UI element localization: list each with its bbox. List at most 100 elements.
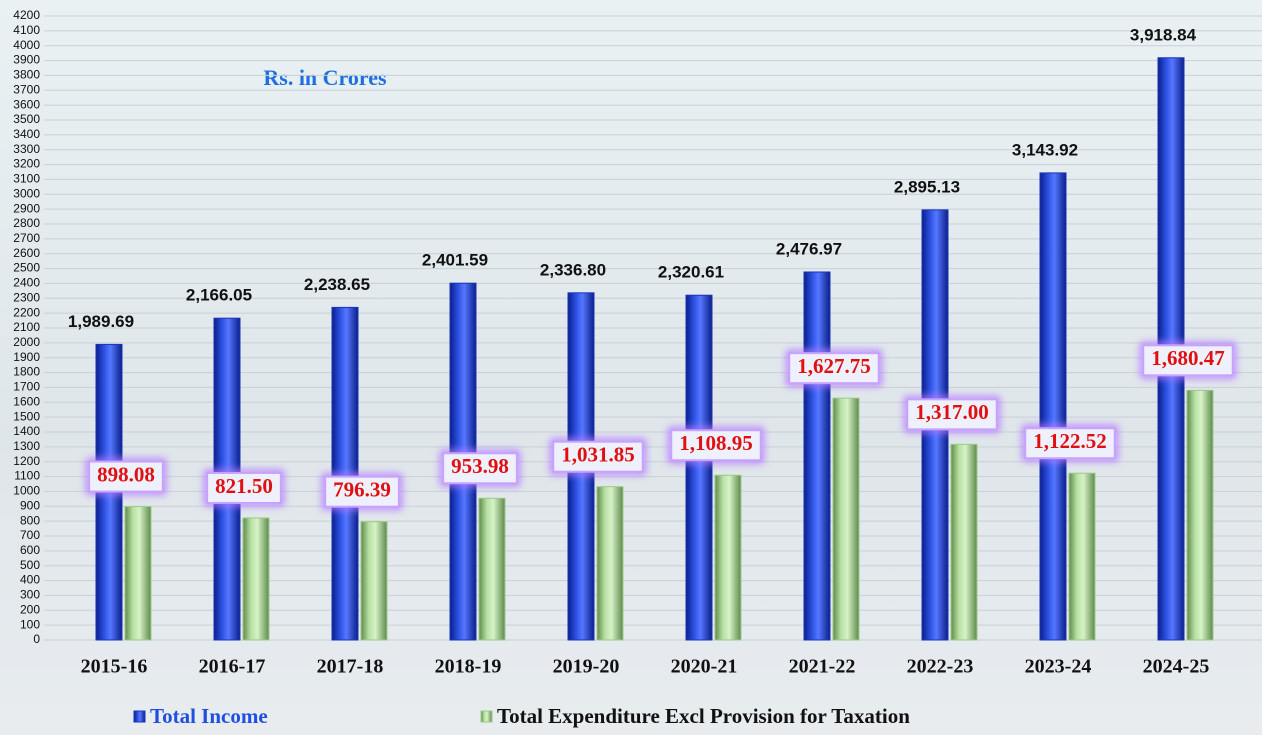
value-label: 2,336.80: [540, 260, 606, 279]
y-tick-label: 4000: [13, 38, 40, 52]
value-label: 953.98: [451, 454, 509, 478]
y-tick-label: 300: [20, 588, 40, 602]
y-tick-label: 2400: [13, 276, 40, 290]
legend-marker: [134, 711, 145, 722]
x-tick-label: 2023-24: [1025, 656, 1092, 678]
y-tick-label: 3300: [13, 142, 40, 156]
x-tick-label: 2022-23: [907, 656, 974, 678]
y-tick-label: 1300: [13, 439, 40, 453]
legend-label: Total Expenditure Excl Provision for Tax…: [497, 704, 910, 728]
y-tick-label: 1800: [13, 365, 40, 379]
y-tick-label: 0: [33, 632, 40, 646]
bar: [597, 487, 623, 640]
y-tick-label: 3400: [13, 127, 40, 141]
y-tick-label: 200: [20, 602, 40, 616]
value-label: 898.08: [97, 462, 155, 486]
y-tick-label: 3200: [13, 157, 40, 171]
value-label: 1,031.85: [561, 443, 635, 467]
y-tick-label: 100: [20, 617, 40, 631]
value-label-box: 1,627.75: [789, 353, 879, 383]
value-label: 2,238.65: [304, 275, 370, 294]
value-label: 2,476.97: [776, 239, 842, 258]
y-tick-label: 800: [20, 513, 40, 527]
y-tick-label: 4200: [13, 8, 40, 22]
x-tick-label: 2024-25: [1143, 656, 1210, 678]
y-tick-label: 2500: [13, 261, 40, 275]
y-tick-label: 900: [20, 498, 40, 512]
bar: [715, 475, 741, 640]
chart: Rs. in Crores 01002003004005006007008009…: [0, 0, 1262, 735]
bar: [686, 295, 712, 640]
bar: [951, 444, 977, 640]
value-label: 821.50: [215, 474, 273, 498]
value-label-box: 1,680.47: [1143, 345, 1233, 375]
value-label: 2,166.05: [186, 286, 252, 305]
y-tick-label: 2700: [13, 231, 40, 245]
value-label-box: 953.98: [443, 453, 517, 483]
bar: [833, 398, 859, 640]
y-tick-label: 3100: [13, 172, 40, 186]
y-tick-label: 700: [20, 528, 40, 542]
legend-marker: [481, 711, 492, 722]
y-tick-label: 3800: [13, 68, 40, 82]
x-tick-label: 2018-19: [435, 656, 502, 678]
value-label: 1,680.47: [1151, 346, 1225, 370]
bar: [1187, 390, 1213, 640]
y-tick-label: 1900: [13, 350, 40, 364]
value-label: 1,989.69: [68, 312, 134, 331]
legend-label: Total Income: [150, 704, 268, 728]
value-label: 2,401.59: [422, 251, 488, 270]
bar: [361, 522, 387, 640]
x-tick-label: 2016-17: [199, 656, 266, 678]
y-tick-label: 2900: [13, 201, 40, 215]
value-label: 2,895.13: [894, 177, 960, 196]
value-label-box: 1,317.00: [907, 399, 997, 429]
y-tick-label: 2200: [13, 305, 40, 319]
value-label: 3,143.92: [1012, 140, 1078, 159]
value-label: 1,122.52: [1033, 429, 1107, 453]
value-label-box: 898.08: [89, 462, 163, 492]
y-tick-label: 1400: [13, 424, 40, 438]
value-label: 796.39: [333, 477, 391, 501]
y-tick-label: 3500: [13, 112, 40, 126]
value-label-box: 1,031.85: [553, 442, 643, 472]
y-tick-label: 2800: [13, 216, 40, 230]
y-tick-label: 1600: [13, 394, 40, 408]
value-label-box: 1,108.95: [671, 430, 761, 460]
value-label-box: 796.39: [325, 477, 399, 507]
y-tick-label: 400: [20, 573, 40, 587]
y-tick-label: 3000: [13, 186, 40, 200]
y-tick-label: 600: [20, 543, 40, 557]
x-tick-label: 2015-16: [81, 656, 148, 678]
bar: [1040, 173, 1066, 640]
bar: [125, 507, 151, 640]
y-tick-label: 2000: [13, 335, 40, 349]
bar: [479, 498, 505, 640]
value-label: 1,317.00: [915, 400, 989, 424]
x-tick-label: 2017-18: [317, 656, 384, 678]
value-label: 1,108.95: [679, 431, 753, 455]
value-label-box: 1,122.52: [1025, 428, 1115, 458]
x-tick-label: 2021-22: [789, 656, 856, 678]
y-tick-label: 1700: [13, 380, 40, 394]
y-tick-label: 2600: [13, 246, 40, 260]
value-label: 3,918.84: [1130, 25, 1197, 44]
y-tick-label: 2100: [13, 320, 40, 334]
bar: [1069, 473, 1095, 640]
value-label: 1,627.75: [797, 354, 871, 378]
y-tick-label: 3900: [13, 53, 40, 67]
y-tick-label: 1200: [13, 454, 40, 468]
y-tick-label: 2300: [13, 290, 40, 304]
y-tick-label: 3700: [13, 82, 40, 96]
y-tick-label: 1100: [14, 469, 40, 483]
y-tick-label: 1500: [13, 409, 40, 423]
x-tick-label: 2019-20: [553, 656, 620, 678]
y-tick-label: 1000: [13, 484, 40, 498]
bar: [243, 518, 269, 640]
x-tick-label: 2020-21: [671, 656, 738, 678]
bar: [804, 272, 830, 640]
value-label: 2,320.61: [658, 263, 724, 282]
y-tick-label: 500: [20, 558, 40, 572]
subtitle: Rs. in Crores: [263, 65, 387, 90]
y-tick-label: 3600: [13, 97, 40, 111]
